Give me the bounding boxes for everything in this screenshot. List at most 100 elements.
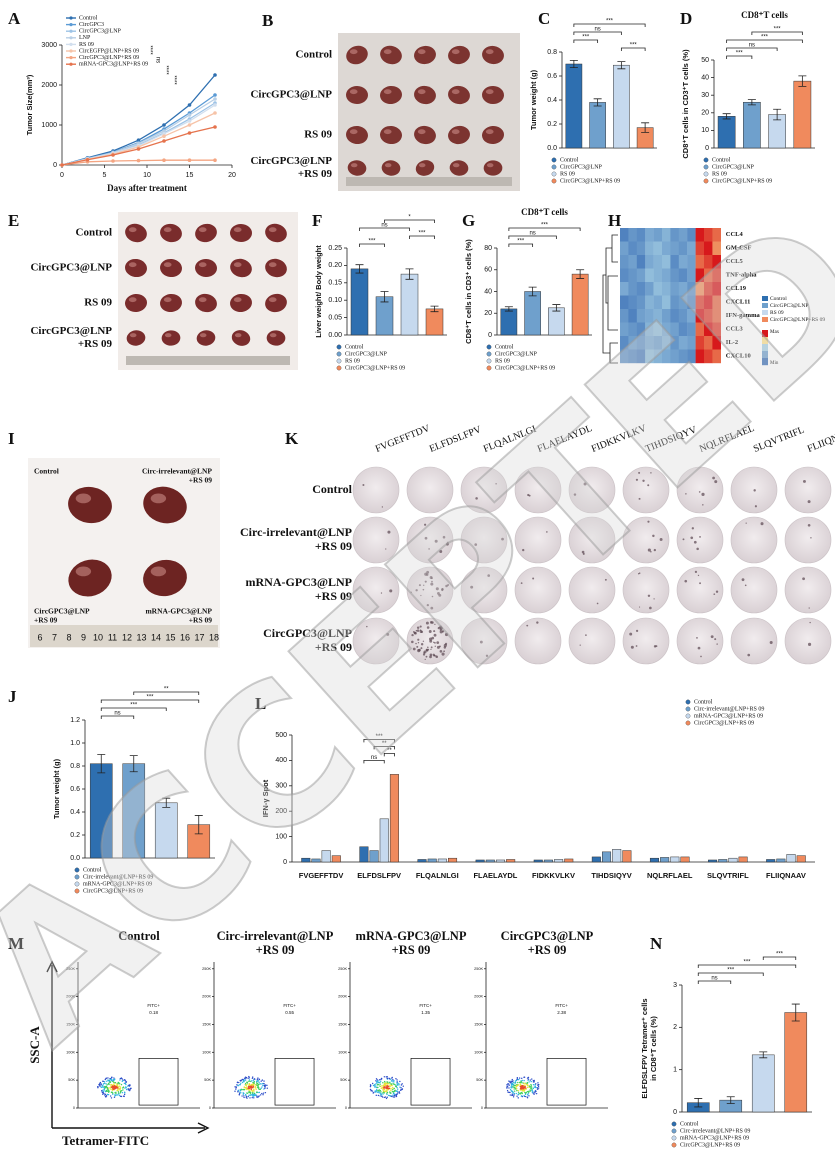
bar — [500, 308, 518, 336]
point — [85, 158, 90, 162]
event-dot — [107, 1090, 109, 1093]
well — [622, 516, 670, 564]
spot — [697, 646, 701, 650]
y-tick-label: 0.2 — [547, 121, 557, 128]
scale-label: Max — [770, 330, 780, 335]
tumor-highlight — [383, 129, 392, 135]
point — [213, 97, 217, 101]
event-dot — [518, 1081, 521, 1084]
spot — [696, 636, 698, 639]
event-dot — [256, 1095, 258, 1097]
spot — [429, 621, 433, 624]
event-dot — [248, 1084, 250, 1087]
event-dot — [239, 1091, 241, 1093]
event-dot — [260, 1080, 262, 1082]
event-dot — [382, 1082, 384, 1084]
event-dot — [120, 1090, 123, 1092]
legend-marker — [336, 344, 342, 350]
colorbar — [762, 337, 768, 345]
legend-label: CircGPC3@LNP — [495, 351, 538, 357]
spot — [435, 655, 439, 659]
event-dot — [98, 1084, 101, 1086]
spot — [439, 550, 443, 554]
spot — [714, 480, 718, 484]
event-dot — [247, 1095, 249, 1098]
event-dot — [249, 1097, 251, 1099]
legend-label: Control — [560, 157, 579, 163]
photo — [28, 458, 220, 648]
point — [187, 158, 192, 162]
bar — [375, 296, 394, 336]
significance-label: ** — [382, 741, 387, 747]
row-label: +RS 09 — [298, 168, 333, 180]
tumor-highlight — [128, 227, 137, 233]
spot — [699, 582, 701, 585]
event-dot — [120, 1077, 123, 1080]
event-dot — [257, 1084, 259, 1087]
event-dot — [389, 1084, 391, 1086]
event-dot — [251, 1084, 253, 1086]
event-dot — [529, 1089, 531, 1091]
spot — [416, 645, 419, 648]
significance-label: *** — [776, 952, 784, 958]
significance-label: ns — [749, 43, 755, 49]
tumor-highlight — [163, 227, 172, 233]
spot — [573, 493, 577, 496]
spot — [713, 593, 716, 596]
legend-marker — [671, 1121, 677, 1127]
gene-label: CCL3 — [726, 326, 744, 333]
event-dot — [108, 1090, 110, 1092]
spot — [583, 482, 587, 486]
spot — [416, 626, 420, 629]
heatmap-cell — [636, 336, 646, 350]
error-bar — [569, 60, 578, 68]
y-tick-label: 0.0 — [70, 855, 80, 862]
event-dot — [372, 1092, 374, 1094]
heatmap-cell — [712, 255, 721, 269]
spot — [433, 641, 435, 644]
event-dot — [526, 1083, 528, 1086]
legend-label: CircGPC3@LNP+RS 09 — [680, 1142, 740, 1148]
spot — [424, 580, 427, 583]
event-dot — [261, 1092, 263, 1095]
event-dot — [235, 1088, 237, 1090]
heatmap-cell — [687, 255, 696, 269]
spot — [635, 645, 638, 647]
spot — [416, 629, 420, 632]
well — [730, 566, 778, 614]
well — [514, 516, 562, 564]
event-dot — [249, 1094, 251, 1097]
spot — [638, 606, 641, 608]
panel-letter: C — [538, 9, 550, 28]
y-tick-label: 0 — [488, 332, 492, 339]
event-dot — [241, 1095, 243, 1097]
panel-letter: E — [8, 211, 19, 230]
legend-label: Circ-irrelevant@LNP+RS 09 — [680, 1128, 750, 1134]
event-dot — [515, 1086, 517, 1088]
error-bar — [552, 304, 561, 312]
event-dot — [264, 1091, 267, 1094]
y-axis-label: SSC-A — [27, 1026, 42, 1064]
event-dot — [535, 1092, 538, 1095]
spot — [701, 492, 705, 496]
event-dot — [521, 1077, 523, 1080]
heatmap-cell — [687, 309, 696, 323]
event-dot — [522, 1082, 524, 1084]
event-dot — [103, 1092, 105, 1095]
x-tick-label: TIHDSIQYV — [591, 871, 631, 880]
event-dot — [249, 1093, 252, 1095]
event-dot — [247, 1091, 250, 1093]
event-dot — [118, 1093, 120, 1095]
heatmap-cell — [645, 322, 654, 337]
spot — [424, 658, 426, 660]
event-dot — [392, 1092, 395, 1095]
heatmap-cell — [687, 336, 696, 350]
heatmap-cell — [653, 349, 663, 364]
row-label: mRNA-GPC3@LNP — [246, 575, 352, 589]
legend-marker — [685, 699, 691, 705]
event-dot — [251, 1096, 253, 1099]
point — [162, 158, 166, 162]
event-dot — [521, 1079, 523, 1082]
legend-label: CircGPC3@LNP+RS 09 — [495, 365, 555, 371]
point — [213, 111, 217, 115]
